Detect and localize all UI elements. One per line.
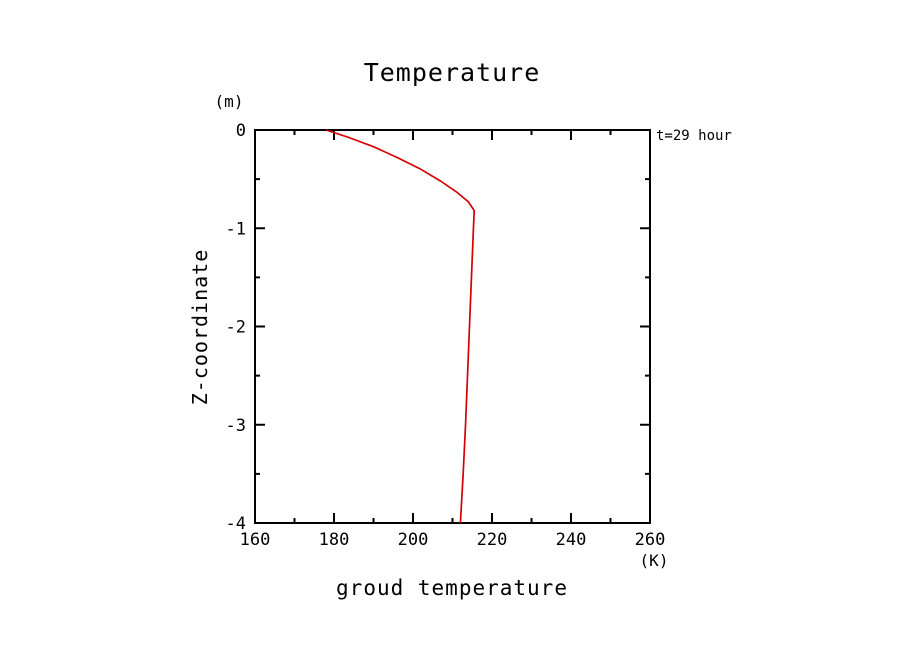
- x-tick-label: 240: [556, 530, 587, 550]
- x-axis-unit: (K): [639, 551, 669, 570]
- x-axis-label: groud temperature: [336, 576, 568, 600]
- x-tick-label: 200: [398, 530, 429, 550]
- x-tick-label: 220: [477, 530, 508, 550]
- x-tick-label: 260: [635, 530, 666, 550]
- y-tick-label: -1: [226, 219, 246, 239]
- y-axis-unit: (m): [214, 92, 244, 111]
- y-tick-label: -2: [226, 318, 246, 338]
- x-tick-label: 160: [240, 530, 271, 550]
- time-annotation: t=29 hour: [656, 128, 732, 144]
- temperature-line: [325, 129, 476, 524]
- x-tick-label: 180: [319, 530, 350, 550]
- y-tick-label: -4: [226, 514, 246, 534]
- y-tick-label: -3: [226, 416, 246, 436]
- y-tick-label: 0: [236, 121, 246, 141]
- chart-title: Temperature: [363, 58, 541, 87]
